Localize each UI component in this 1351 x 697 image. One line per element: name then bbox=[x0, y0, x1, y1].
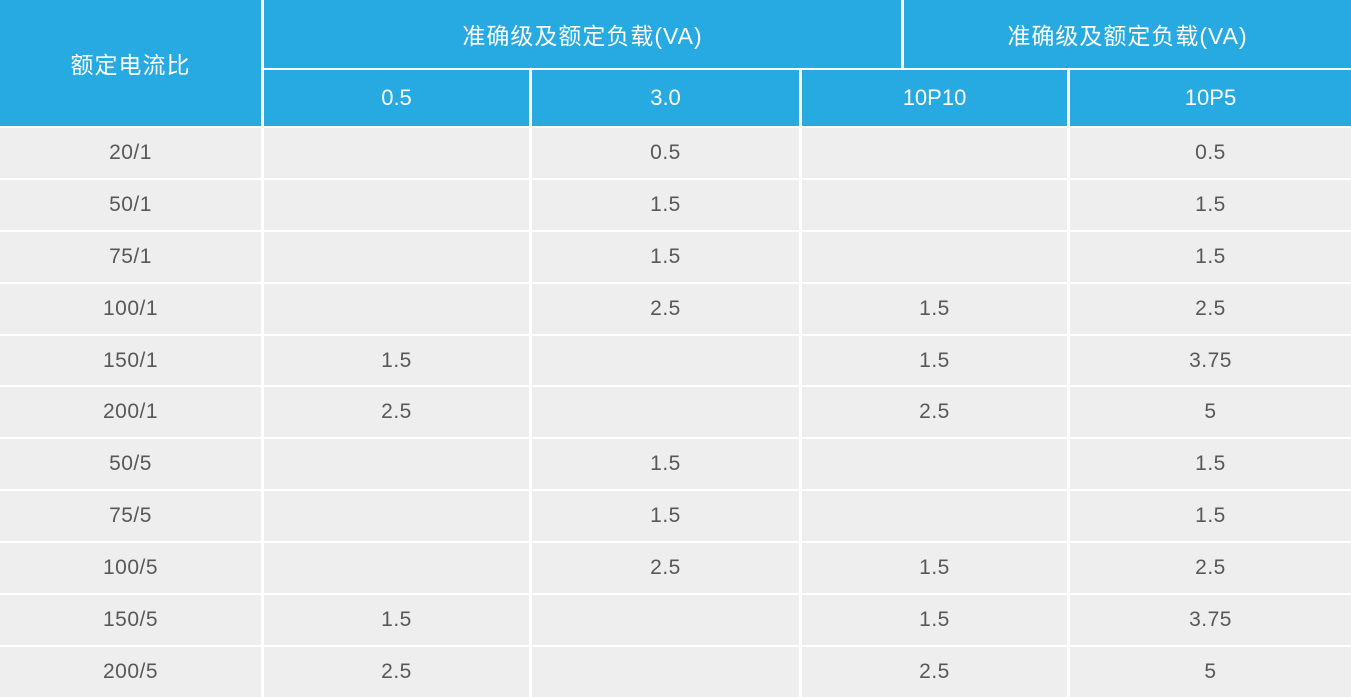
ratio-cell: 200/1 bbox=[0, 387, 261, 438]
column-header-10p10: 10P10 bbox=[802, 70, 1067, 126]
load-cell-3p0 bbox=[532, 387, 799, 438]
load-cell-10p10: 1.5 bbox=[802, 283, 1067, 334]
group-header-accuracy-load-right: 准确级及额定负载(VA) bbox=[904, 0, 1351, 68]
load-cell-10p5: 3.75 bbox=[1070, 595, 1351, 645]
ratio-cell: 50/5 bbox=[0, 439, 261, 490]
load-cell-10p5: 3.75 bbox=[1070, 335, 1351, 386]
load-cell-10p10: 2.5 bbox=[802, 387, 1067, 438]
load-cell-10p10: 1.5 bbox=[802, 335, 1067, 386]
load-cell-10p10: 1.5 bbox=[802, 543, 1067, 594]
ratio-cell: 20/1 bbox=[0, 128, 261, 178]
corner-header-rated-current-ratio: 额定电流比 bbox=[0, 0, 261, 126]
load-cell-0p5: 2.5 bbox=[264, 387, 529, 438]
load-cell-10p10 bbox=[802, 439, 1067, 490]
ratio-cell: 150/1 bbox=[0, 335, 261, 386]
load-cell-0p5 bbox=[264, 128, 529, 178]
load-cell-10p10: 1.5 bbox=[802, 595, 1067, 645]
load-cell-0p5 bbox=[264, 283, 529, 334]
load-cell-3p0: 1.5 bbox=[532, 179, 799, 230]
load-cell-10p5: 2.5 bbox=[1070, 543, 1351, 594]
load-cell-10p10 bbox=[802, 491, 1067, 542]
load-cell-10p5: 5 bbox=[1070, 646, 1351, 697]
load-cell-3p0: 2.5 bbox=[532, 543, 799, 594]
load-cell-10p5: 2.5 bbox=[1070, 283, 1351, 334]
load-cell-10p5: 1.5 bbox=[1070, 231, 1351, 282]
load-cell-3p0: 1.5 bbox=[532, 231, 799, 282]
ratio-cell: 100/1 bbox=[0, 283, 261, 334]
load-cell-3p0 bbox=[532, 335, 799, 386]
ratio-cell: 200/5 bbox=[0, 646, 261, 697]
load-cell-0p5 bbox=[264, 439, 529, 490]
load-cell-0p5: 1.5 bbox=[264, 335, 529, 386]
load-cell-3p0 bbox=[532, 595, 799, 645]
load-cell-10p10 bbox=[802, 231, 1067, 282]
ratio-cell: 150/5 bbox=[0, 595, 261, 645]
ratio-cell: 75/1 bbox=[0, 231, 261, 282]
load-cell-0p5 bbox=[264, 179, 529, 230]
load-cell-10p5: 1.5 bbox=[1070, 439, 1351, 490]
ratio-cell: 75/5 bbox=[0, 491, 261, 542]
column-header-3p0: 3.0 bbox=[532, 70, 799, 126]
load-cell-10p10 bbox=[802, 179, 1067, 230]
load-cell-10p5: 1.5 bbox=[1070, 491, 1351, 542]
load-cell-0p5: 1.5 bbox=[264, 595, 529, 645]
load-cell-3p0: 0.5 bbox=[532, 128, 799, 178]
load-cell-3p0: 2.5 bbox=[532, 283, 799, 334]
load-cell-3p0 bbox=[532, 646, 799, 697]
ratio-cell: 100/5 bbox=[0, 543, 261, 594]
load-cell-3p0: 1.5 bbox=[532, 439, 799, 490]
load-cell-10p5: 5 bbox=[1070, 387, 1351, 438]
load-cell-0p5 bbox=[264, 491, 529, 542]
ratio-cell: 50/1 bbox=[0, 179, 261, 230]
group-header-accuracy-load-left: 准确级及额定负载(VA) bbox=[264, 0, 901, 68]
load-cell-10p10: 2.5 bbox=[802, 646, 1067, 697]
load-cell-0p5: 2.5 bbox=[264, 646, 529, 697]
load-cell-10p5: 1.5 bbox=[1070, 179, 1351, 230]
column-header-10p5: 10P5 bbox=[1070, 70, 1351, 126]
load-cell-10p10 bbox=[802, 128, 1067, 178]
load-cell-10p5: 0.5 bbox=[1070, 128, 1351, 178]
load-cell-0p5 bbox=[264, 231, 529, 282]
load-cell-0p5 bbox=[264, 543, 529, 594]
column-header-0p5: 0.5 bbox=[264, 70, 529, 126]
load-cell-3p0: 1.5 bbox=[532, 491, 799, 542]
